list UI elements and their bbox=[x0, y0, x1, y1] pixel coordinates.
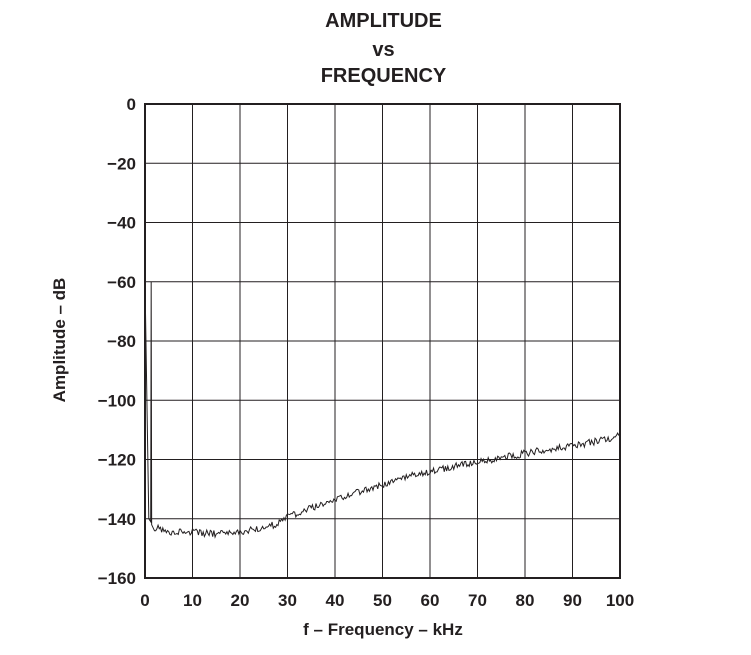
x-tick-label: 60 bbox=[421, 591, 440, 610]
x-tick-label: 80 bbox=[516, 591, 535, 610]
grid-lines bbox=[144, 103, 621, 579]
y-tick-label: −140 bbox=[98, 510, 136, 529]
y-tick-label: −40 bbox=[107, 214, 136, 233]
amplitude-trace bbox=[144, 281, 621, 539]
y-tick-label: −160 bbox=[98, 569, 136, 588]
chart-title-line-1: AMPLITUDE bbox=[325, 10, 442, 32]
x-tick-label: 10 bbox=[183, 591, 202, 610]
x-axis-label: f – Frequency – kHz bbox=[303, 620, 463, 639]
x-tick-label: 70 bbox=[468, 591, 487, 610]
y-tick-label: 0 bbox=[127, 95, 136, 114]
x-tick-label: 20 bbox=[231, 591, 250, 610]
y-tick-labels: 0 −20 −40 −60 −80 −100 −120 −140 −160 bbox=[98, 95, 136, 588]
plot-frame bbox=[144, 103, 621, 579]
y-tick-label: −100 bbox=[98, 391, 136, 410]
x-tick-label: 50 bbox=[373, 591, 392, 610]
x-tick-label: 100 bbox=[606, 591, 634, 610]
x-tick-label: 90 bbox=[563, 591, 582, 610]
x-tick-label: 30 bbox=[278, 591, 297, 610]
y-tick-label: −120 bbox=[98, 451, 136, 470]
x-tick-label: 0 bbox=[140, 591, 149, 610]
chart-title-line-3: FREQUENCY bbox=[320, 65, 447, 87]
y-tick-label: −80 bbox=[107, 332, 136, 351]
y-tick-label: −20 bbox=[107, 154, 136, 173]
x-tick-labels: 0 10 20 30 40 50 60 70 80 90 100 bbox=[140, 591, 634, 610]
y-tick-label: −60 bbox=[107, 273, 136, 292]
chart-title-line-2: vs bbox=[372, 39, 395, 61]
trace-layer bbox=[144, 281, 621, 539]
x-tick-label: 40 bbox=[326, 591, 345, 610]
